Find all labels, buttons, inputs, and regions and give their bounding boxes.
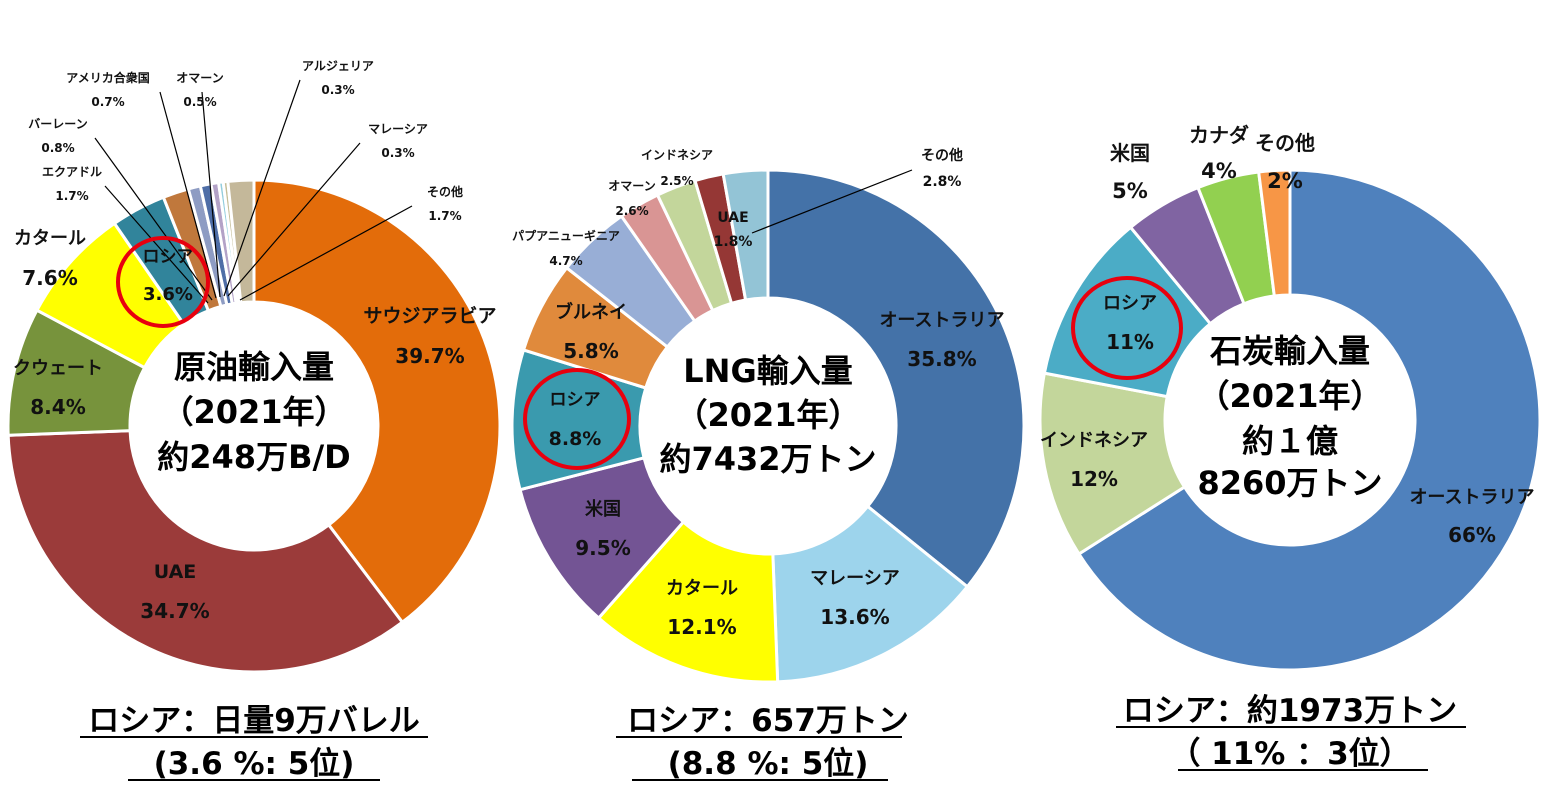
slice-value-1-0: 35.8%	[907, 347, 976, 371]
slice-label-0-7: アメリカ合衆国	[66, 70, 149, 85]
leader-line-0-6	[94, 137, 213, 301]
center-title-line-0-1: （2021年）	[161, 393, 346, 431]
slice-label-2-5: その他	[1255, 131, 1315, 155]
slice-value-0-8: 0.5%	[183, 95, 216, 109]
slice-value-1-2: 12.1%	[667, 615, 736, 639]
leader-line-0-10	[227, 142, 361, 297]
slice-value-2-3: 5%	[1112, 179, 1148, 203]
center-title-line-1-0: LNG輸入量	[683, 352, 852, 390]
center-title-line-2-2: 約１億	[1242, 422, 1338, 460]
coal-donut-chart: オーストラリア 66% インドネシア 12% ロシア 11% 米国 5% カナダ 4% その他 2% 石…	[1038, 123, 1542, 772]
slice-value-0-7: 0.7%	[91, 95, 124, 109]
slice-value-1-10: 2.8%	[923, 174, 962, 190]
slice-value-1-9: 1.8%	[714, 234, 753, 250]
center-title-line-0-2: 約248万B/D	[157, 438, 350, 476]
slice-label-1-6: パプアニューギニア	[512, 228, 620, 243]
slice-label-0-4: ロシア	[143, 247, 194, 267]
slice-value-2-0: 66%	[1448, 523, 1496, 547]
highlight-circle-0	[116, 236, 210, 328]
slice-value-2-4: 4%	[1201, 159, 1237, 183]
slice-value-1-1: 13.6%	[820, 605, 889, 629]
slice-label-2-0: オーストラリア	[1409, 487, 1534, 508]
slice-label-0-1: UAE	[154, 561, 197, 583]
slice-label-1-10: その他	[921, 147, 963, 164]
highlight-circle-1	[523, 368, 631, 470]
leader-line-0-8	[201, 91, 221, 298]
slice-value-2-1: 12%	[1070, 467, 1118, 491]
center-title-line-2-3: 8260万トン	[1197, 464, 1382, 502]
slice-label-0-9: アルジェリア	[302, 59, 374, 73]
center-title-line-2-1: （2021年）	[1197, 377, 1382, 415]
slice-value-1-5: 5.8%	[563, 339, 618, 363]
slice-label-0-2: クウェート	[13, 358, 103, 379]
slice-value-1-6: 4.7%	[549, 254, 582, 268]
center-title-line-2-0: 石炭輸入量	[1209, 332, 1370, 370]
slice-value-0-0: 39.7%	[395, 344, 464, 368]
footnote-line-0-0: ロシア：日量9万バレル	[88, 703, 420, 739]
donut-slice-1-0	[766, 168, 1026, 589]
slice-value-0-3: 7.6%	[22, 266, 77, 290]
donut-slice-2-0	[1076, 168, 1542, 672]
slice-label-0-11: その他	[427, 184, 463, 199]
slice-value-1-4: 8.8%	[549, 428, 602, 450]
center-title-line-1-1: （2021年）	[675, 396, 860, 434]
slice-value-0-2: 8.4%	[30, 395, 85, 419]
footnote-line-2-1: （ 11% ：3位）	[1169, 736, 1410, 772]
slice-value-1-7: 2.6%	[615, 204, 648, 218]
lng-donut-chart: オーストラリア 35.8% マレーシア 13.6% カタール 12.1% 米国 9.5% ロシア…	[510, 147, 1026, 782]
footnote-line-0-1: (3.6 %: 5位)	[154, 746, 355, 782]
slice-label-0-5: エクアドル	[42, 165, 102, 179]
slice-label-0-3: カタール	[14, 228, 86, 249]
slice-label-1-3: 米国	[585, 498, 621, 520]
donut-slice-2-5	[1256, 168, 1292, 298]
leader-line-0-11	[239, 205, 413, 301]
slice-value-0-11: 1.7%	[428, 209, 461, 223]
slice-value-0-10: 0.3%	[381, 146, 414, 160]
slice-label-2-3: 米国	[1110, 141, 1150, 165]
slice-label-1-8: インドネシア	[641, 148, 713, 162]
slice-label-1-9: UAE	[717, 210, 748, 226]
slice-label-1-0: オーストラリア	[879, 310, 1004, 331]
slice-value-1-8: 2.5%	[660, 174, 693, 188]
donut-slice-0-1	[6, 429, 405, 674]
slice-label-0-6: バーレーン	[28, 117, 87, 131]
crude-oil-donut-chart: サウジアラビア 39.7% UAE 34.7% クウェート 8.4% カタール 7.6% ロシア…	[6, 59, 502, 782]
slice-label-0-8: オマーン	[176, 71, 223, 85]
highlight-circle-2	[1071, 276, 1183, 380]
leader-line-0-9	[223, 79, 301, 297]
slice-value-0-5: 1.7%	[55, 189, 88, 203]
slice-value-0-1: 34.7%	[140, 599, 209, 623]
slice-label-2-4: カナダ	[1189, 123, 1249, 147]
slice-value-2-2: 11%	[1106, 330, 1154, 354]
slice-value-0-6: 0.8%	[41, 141, 74, 155]
slice-label-0-10: マレーシア	[368, 122, 428, 136]
slice-label-1-5: ブルネイ	[555, 301, 627, 323]
donut-slice-0-11	[226, 178, 256, 305]
slice-value-0-4: 3.6%	[143, 284, 193, 305]
slice-label-1-2: カタール	[666, 578, 738, 599]
donut-slice-0-0	[252, 178, 502, 625]
slice-value-0-9: 0.3%	[321, 83, 354, 97]
donut-slice-1-10	[721, 168, 770, 302]
leader-line-1-10	[751, 169, 913, 234]
footnote-line-1-1: (8.8 %: 5位)	[668, 746, 869, 782]
slice-label-1-7: オマーン	[608, 179, 655, 193]
slice-label-0-0: サウジアラビア	[363, 305, 496, 327]
slice-label-1-1: マレーシア	[810, 568, 900, 589]
leader-line-0-7	[159, 91, 217, 299]
slice-label-2-2: ロシア	[1103, 293, 1157, 314]
center-title-line-0-0: 原油輸入量	[174, 348, 334, 386]
slice-label-1-4: ロシア	[550, 390, 601, 410]
footnote-line-1-0: ロシア：657万トン	[627, 703, 909, 739]
slice-value-2-5: 2%	[1267, 169, 1303, 193]
center-title-line-1-2: 約7432万トン	[659, 440, 876, 478]
slice-value-1-3: 9.5%	[575, 536, 630, 560]
footnote-line-2-0: ロシア：約1973万トン	[1123, 693, 1457, 729]
donut-slice-1-1	[771, 504, 970, 684]
leader-line-0-5	[104, 185, 209, 304]
slice-label-2-1: インドネシア	[1040, 430, 1148, 451]
